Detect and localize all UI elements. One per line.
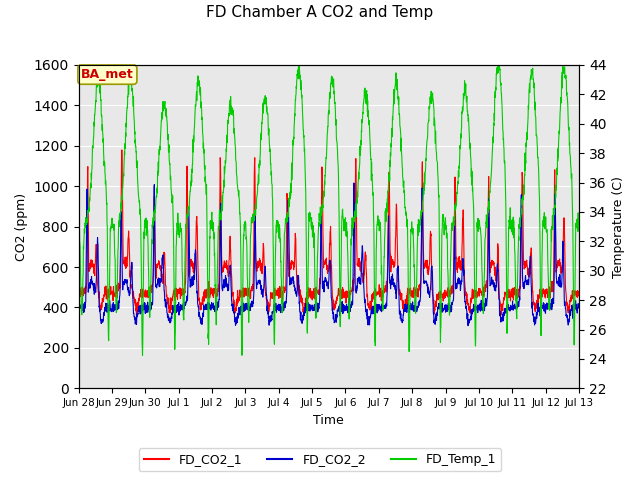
Legend: FD_CO2_1, FD_CO2_2, FD_Temp_1: FD_CO2_1, FD_CO2_2, FD_Temp_1 [139, 448, 501, 471]
X-axis label: Time: Time [314, 414, 344, 427]
Y-axis label: CO2 (ppm): CO2 (ppm) [15, 192, 28, 261]
Y-axis label: Temperature (C): Temperature (C) [612, 176, 625, 277]
Text: BA_met: BA_met [81, 68, 134, 81]
Text: FD Chamber A CO2 and Temp: FD Chamber A CO2 and Temp [206, 5, 434, 20]
